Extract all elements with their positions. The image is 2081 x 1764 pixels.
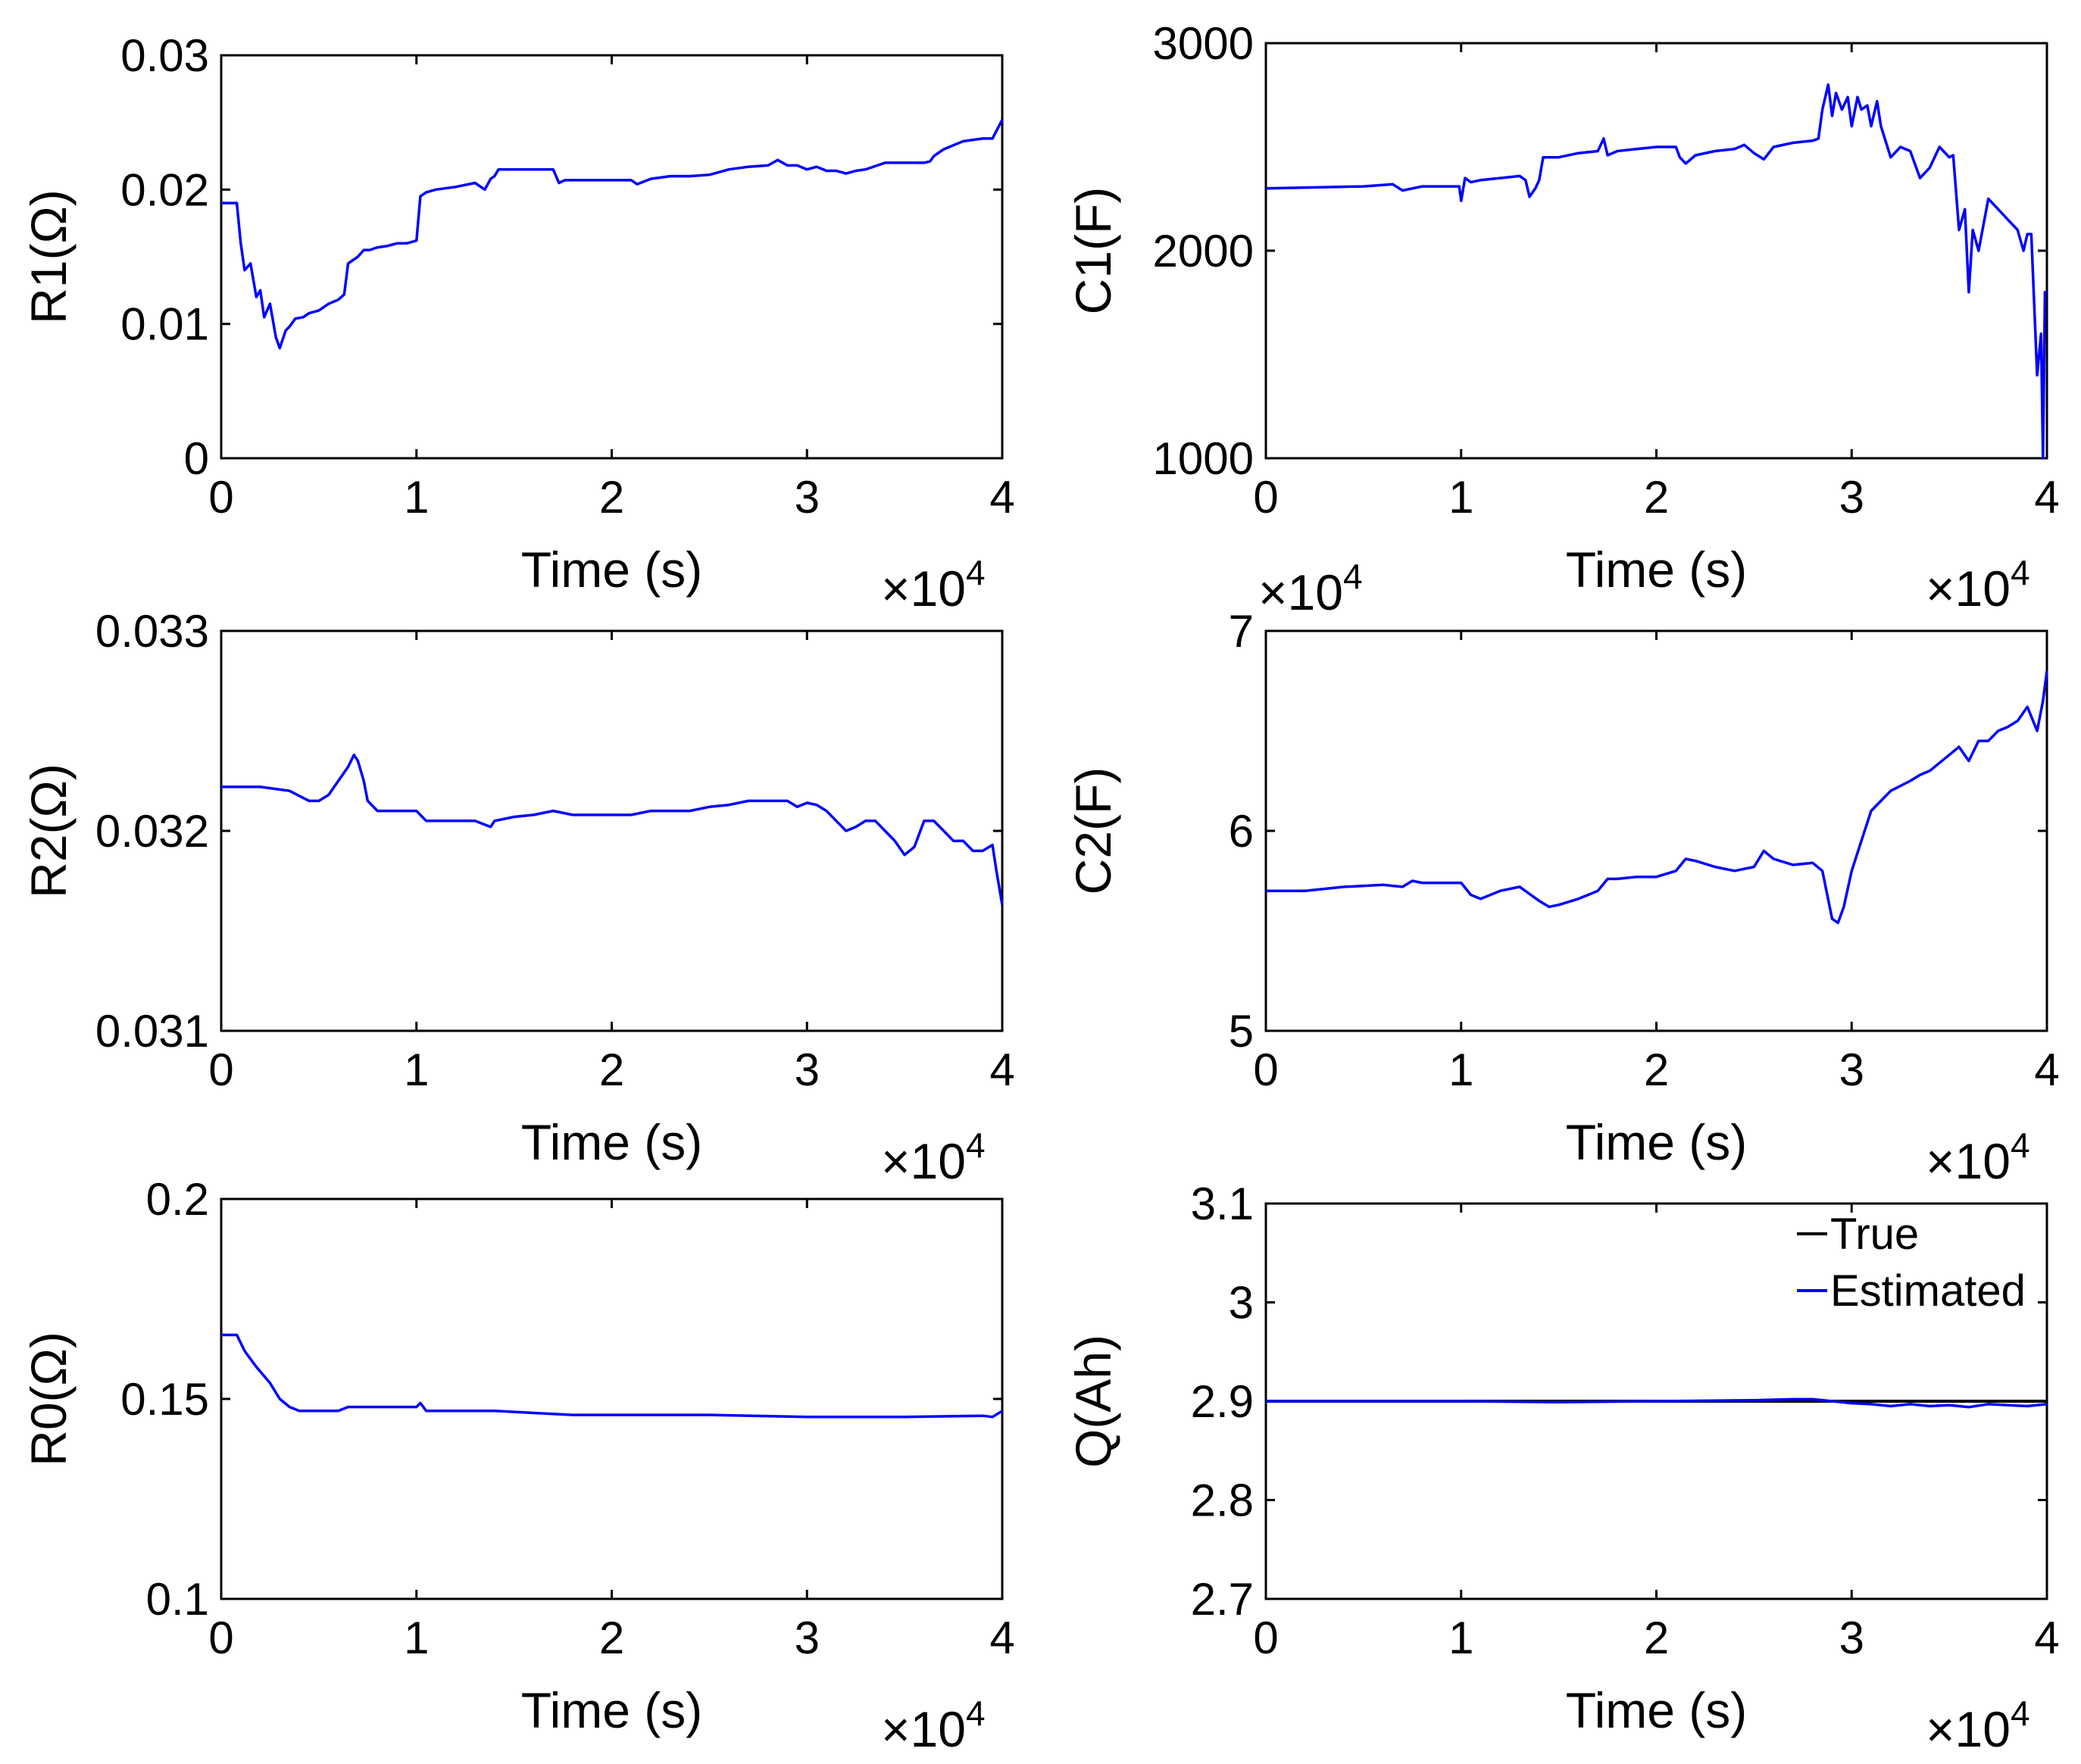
- x-tick-label: 1: [404, 1613, 429, 1663]
- y-tick-label: 3: [1229, 1278, 1254, 1328]
- x-tick-label: 1: [404, 1044, 429, 1095]
- x-tick-label: 4: [989, 1044, 1014, 1095]
- y-tick-label: 0.01: [120, 299, 209, 350]
- panel-r0: 0 1 2 3 4 0.1 0.15 0.2 Time (s) ×104 R0(Ω): [20, 1174, 1015, 1757]
- y-tick-label: 0.033: [95, 606, 209, 657]
- y-tick-label: 0.032: [95, 806, 209, 857]
- series-line-estimated: [1266, 670, 2048, 925]
- x-axis-multiplier: ×104: [881, 553, 986, 617]
- y-tick-label: 6: [1229, 806, 1254, 857]
- x-tick-label: 2: [1644, 1044, 1669, 1095]
- panel-r2: 0 1 2 3 4 0.031 0.032 0.033 Time (s) ×104 R2(Ω): [20, 606, 1015, 1189]
- x-tick-label: 4: [2034, 1613, 2059, 1663]
- axes-box: [220, 629, 1004, 1032]
- x-axis-multiplier: ×104: [1926, 1126, 2030, 1189]
- series-line-estimated: [1266, 1397, 2048, 1409]
- y-tick-label: 0: [184, 433, 209, 484]
- series-line-estimated: [221, 1333, 1003, 1419]
- axes-box: [1264, 42, 2048, 460]
- x-tick-label: 3: [1839, 472, 1864, 523]
- axes-box: [220, 1197, 1004, 1600]
- x-tick-label: 4: [989, 472, 1014, 523]
- x-tick-label: 4: [2034, 472, 2059, 523]
- x-tick-label: 1: [1448, 472, 1473, 523]
- x-tick-label: 2: [1644, 472, 1669, 523]
- x-tick-label: 0: [208, 472, 233, 523]
- y-axis-multiplier: ×104: [1258, 557, 1363, 620]
- x-axis-label: Time (s): [521, 542, 703, 598]
- x-tick-label: 2: [599, 472, 624, 523]
- x-tick-label: 2: [599, 1044, 624, 1095]
- x-axis-label: Time (s): [521, 1682, 703, 1738]
- x-axis-label: Time (s): [1566, 1114, 1748, 1170]
- y-tick-label: 3000: [1153, 18, 1254, 69]
- x-tick-label: 1: [1448, 1044, 1473, 1095]
- series-line-estimated: [221, 753, 1004, 905]
- x-tick-label: 3: [795, 472, 820, 523]
- x-tick-label: 3: [1839, 1044, 1864, 1095]
- y-tick-label: 0.031: [95, 1006, 209, 1057]
- y-tick-label: 2.7: [1191, 1574, 1254, 1625]
- y-tick-label: 1000: [1153, 433, 1254, 484]
- x-axis-multiplier: ×104: [1926, 553, 2030, 617]
- x-tick-label: 2: [1644, 1613, 1669, 1663]
- y-tick-label: 2000: [1153, 226, 1254, 276]
- series-line-estimated: [1265, 83, 2047, 460]
- x-tick-label: 1: [1448, 1613, 1473, 1663]
- legend: True Estimated: [1797, 1210, 2026, 1316]
- y-tick-label: 2.8: [1191, 1475, 1254, 1526]
- panel-q: 0 1 2 3 4 2.7 2.8 2.9 3 3.1 Time (s) ×104 Q(Ah) True E…: [1065, 1179, 2060, 1757]
- panel-c1: 0 1 2 3 4 1000 2000 3000 Time (s) ×104 C1(F): [1065, 18, 2060, 617]
- y-axis-label: R2(Ω): [20, 763, 77, 898]
- y-tick-label: 3.1: [1191, 1179, 1254, 1229]
- x-tick-label: 0: [1253, 1044, 1278, 1095]
- x-tick-label: 0: [1253, 472, 1278, 523]
- x-tick-label: 3: [1839, 1613, 1864, 1663]
- y-tick-label: 0.1: [146, 1574, 209, 1625]
- x-tick-label: 2: [599, 1613, 624, 1663]
- y-tick-label: 0.2: [146, 1174, 209, 1225]
- y-tick-label: 5: [1229, 1006, 1254, 1057]
- axes-box: [220, 54, 1004, 460]
- x-axis-label: Time (s): [1566, 542, 1748, 598]
- x-axis-label: Time (s): [521, 1114, 703, 1170]
- axes-box: [1264, 629, 2048, 1032]
- y-axis-label: C2(F): [1065, 767, 1121, 895]
- y-axis-label: R1(Ω): [20, 189, 77, 324]
- x-axis-multiplier: ×104: [881, 1694, 986, 1757]
- y-tick-label: 2.9: [1191, 1376, 1254, 1427]
- x-tick-label: 0: [208, 1044, 233, 1095]
- x-tick-label: 4: [2034, 1044, 2059, 1095]
- legend-label-estimated: Estimated: [1830, 1266, 2026, 1316]
- x-tick-label: 1: [404, 472, 429, 523]
- series-line-estimated: [221, 119, 1004, 350]
- legend-label-true: True: [1830, 1210, 1919, 1259]
- y-axis-label: C1(F): [1065, 187, 1121, 315]
- x-tick-label: 3: [795, 1613, 820, 1663]
- panel-c2: 0 1 2 3 4 5 6 7 Time (s) ×104 ×104 C2(F): [1065, 557, 2060, 1189]
- x-tick-label: 0: [1253, 1613, 1278, 1663]
- y-tick-label: 0.03: [120, 30, 209, 81]
- y-axis-label: Q(Ah): [1065, 1335, 1121, 1468]
- y-axis-label: R0(Ω): [20, 1332, 77, 1466]
- panel-r1: 0 1 2 3 4 0 0.01 0.02 0.03 Time (s) ×104 R1(Ω): [20, 30, 1015, 617]
- x-axis-multiplier: ×104: [1926, 1694, 2030, 1757]
- x-tick-label: 0: [208, 1613, 233, 1663]
- y-tick-label: 0.15: [120, 1374, 209, 1425]
- x-axis-label: Time (s): [1566, 1682, 1748, 1738]
- x-tick-label: 4: [989, 1613, 1014, 1663]
- x-tick-label: 3: [795, 1044, 820, 1095]
- y-tick-label: 7: [1229, 606, 1254, 657]
- x-axis-multiplier: ×104: [881, 1126, 986, 1189]
- y-tick-label: 0.02: [120, 164, 209, 215]
